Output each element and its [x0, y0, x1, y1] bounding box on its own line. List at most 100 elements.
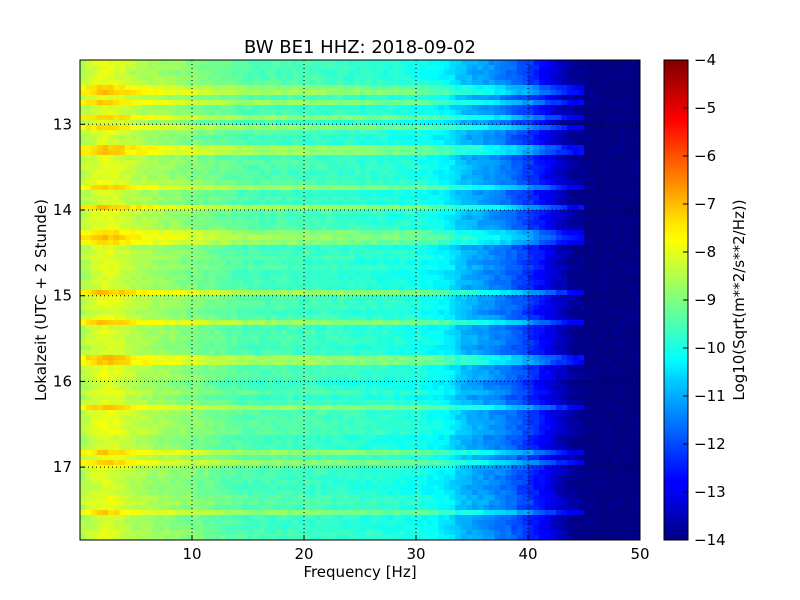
heatmap-cell	[488, 155, 495, 161]
heatmap-cell	[332, 155, 338, 161]
heatmap-cell	[556, 125, 562, 131]
heatmap-cell	[309, 120, 316, 126]
heatmap-cell	[578, 135, 585, 141]
heatmap-cell	[567, 240, 574, 246]
heatmap-cell	[220, 160, 226, 166]
heatmap-cell	[539, 200, 546, 206]
heatmap-cell	[326, 180, 333, 186]
heatmap-cell	[264, 115, 271, 121]
heatmap-cell	[455, 245, 462, 251]
heatmap-cell	[511, 90, 518, 96]
heatmap-cell	[612, 285, 618, 291]
heatmap-cell	[102, 100, 109, 106]
heatmap-cell	[494, 80, 501, 86]
heatmap-cell	[220, 115, 226, 121]
heatmap-cell	[500, 295, 506, 301]
heatmap-cell	[281, 270, 288, 276]
heatmap-cell	[225, 150, 232, 156]
heatmap-cell	[595, 155, 602, 161]
heatmap-cell	[399, 235, 406, 241]
heatmap-cell	[225, 160, 232, 166]
heatmap-cell	[203, 245, 210, 251]
heatmap-cell	[124, 70, 131, 76]
heatmap-cell	[292, 160, 299, 166]
heatmap-cell	[505, 290, 512, 296]
heatmap-cell	[466, 115, 473, 121]
heatmap-cell	[108, 250, 114, 256]
heatmap-cell	[444, 280, 450, 286]
heatmap-cell	[186, 300, 193, 306]
heatmap-cell	[404, 210, 411, 216]
heatmap-cell	[242, 180, 249, 186]
heatmap-cell	[438, 235, 445, 241]
heatmap-cell	[488, 220, 495, 226]
heatmap-cell	[287, 290, 294, 296]
heatmap-cell	[270, 65, 277, 71]
heatmap-cell	[141, 85, 148, 91]
heatmap-cell	[180, 110, 187, 116]
heatmap-cell	[399, 200, 406, 206]
heatmap-cell	[343, 180, 350, 186]
heatmap-cell	[332, 175, 338, 181]
heatmap-cell	[488, 125, 495, 131]
heatmap-cell	[494, 65, 501, 71]
heatmap-cell	[169, 150, 176, 156]
heatmap-cell	[175, 175, 182, 181]
heatmap-cell	[360, 200, 366, 206]
heatmap-cell	[80, 200, 86, 206]
heatmap-cell	[438, 195, 445, 201]
heatmap-cell	[444, 240, 450, 246]
heatmap-cell	[421, 235, 428, 241]
heatmap-cell	[175, 170, 182, 176]
heatmap-cell	[371, 120, 378, 126]
heatmap-cell	[248, 60, 254, 66]
heatmap-cell	[522, 165, 529, 171]
heatmap-cell	[348, 220, 355, 226]
heatmap-cell	[186, 60, 193, 66]
heatmap-cell	[533, 305, 540, 311]
heatmap-cell	[85, 245, 92, 251]
heatmap-cell	[91, 130, 98, 136]
heatmap-cell	[399, 255, 406, 261]
heatmap-cell	[130, 280, 137, 286]
heatmap-cell	[192, 280, 198, 286]
heatmap-cell	[606, 280, 613, 286]
heatmap-cell	[494, 60, 501, 66]
heatmap-cell	[561, 150, 568, 156]
heatmap-cell	[528, 185, 534, 191]
heatmap-cell	[634, 165, 641, 171]
heatmap-cell	[617, 100, 624, 106]
heatmap-cell	[388, 125, 394, 131]
heatmap-cell	[561, 160, 568, 166]
heatmap-cell	[410, 230, 417, 236]
heatmap-cell	[270, 70, 277, 76]
heatmap-cell	[136, 165, 142, 171]
heatmap-cell	[528, 170, 534, 176]
heatmap-cell	[382, 60, 389, 66]
heatmap-cell	[572, 120, 579, 126]
heatmap-cell	[337, 140, 344, 146]
heatmap-cell	[236, 250, 243, 256]
heatmap-cell	[298, 240, 305, 246]
heatmap-cell	[152, 85, 159, 91]
heatmap-cell	[259, 280, 266, 286]
heatmap-cell	[617, 165, 624, 171]
heatmap-cell	[449, 245, 456, 251]
heatmap-cell	[186, 120, 193, 126]
heatmap-cell	[326, 135, 333, 141]
heatmap-cell	[533, 115, 540, 121]
heatmap-cell	[505, 105, 512, 111]
heatmap-cell	[326, 190, 333, 196]
heatmap-cell	[533, 70, 540, 76]
heatmap-cell	[393, 150, 400, 156]
heatmap-cell	[309, 110, 316, 116]
heatmap-cell	[348, 230, 355, 236]
heatmap-cell	[141, 270, 148, 276]
heatmap-cell	[449, 235, 456, 241]
heatmap-cell	[578, 210, 585, 216]
heatmap-cell	[326, 205, 333, 211]
heatmap-cell	[466, 150, 473, 156]
heatmap-cell	[113, 230, 120, 236]
heatmap-cell	[175, 275, 182, 281]
heatmap-cell	[108, 85, 114, 91]
